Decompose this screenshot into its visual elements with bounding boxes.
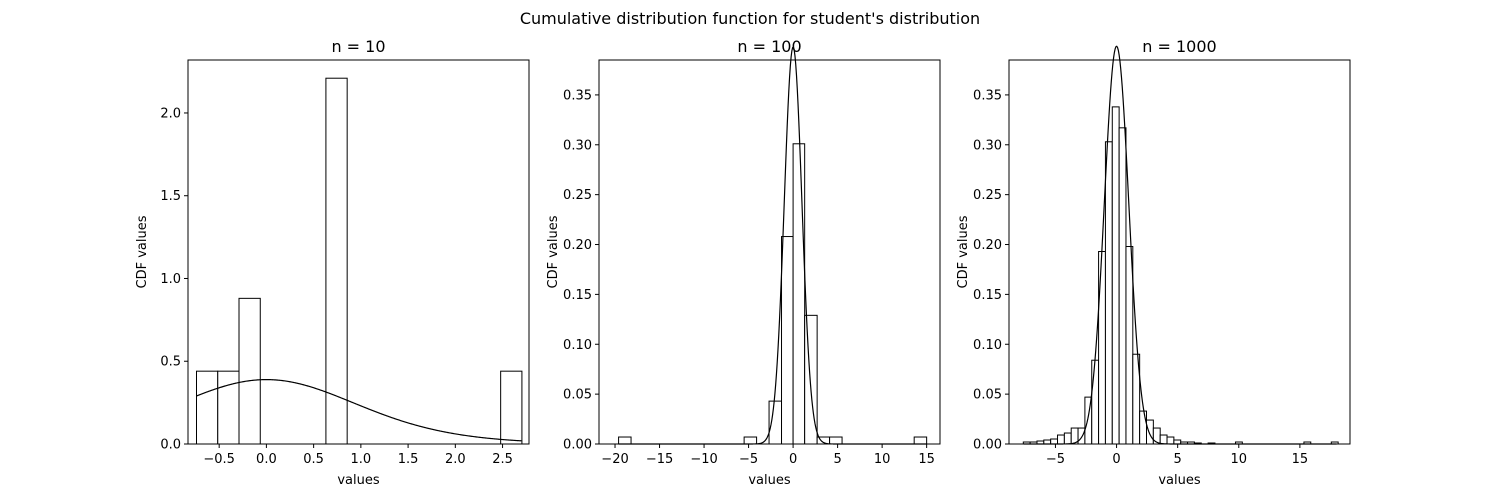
y-tick-label: 0.25 [563, 188, 592, 203]
y-tick-label: 0.35 [973, 88, 1002, 103]
x-tick-label: 5 [833, 452, 841, 467]
histogram-bar [1050, 438, 1059, 445]
subplots: n = 10 −0.5 0.0 0.5 1.0 1.5 2.0 2.5 0.0 0.5 1.0 1.5… [135, 37, 1351, 488]
histogram-bar [792, 143, 806, 445]
x-tick-label: 0.0 [256, 452, 277, 467]
histogram-bar [1111, 106, 1120, 445]
figure-title: Cumulative distribution function for stu… [520, 9, 980, 28]
histogram-bar [1166, 436, 1175, 445]
histogram-bar [500, 370, 523, 445]
y-tick-label: 0.25 [973, 188, 1002, 203]
x-tick-label: 0.5 [303, 452, 324, 467]
histogram-bar [238, 297, 261, 445]
histogram-bar [1098, 251, 1106, 445]
histogram-bar [196, 370, 219, 445]
x-tick-label: 1.0 [351, 452, 372, 467]
histogram-bar [829, 436, 843, 445]
y-tick-label: 0.30 [563, 138, 592, 153]
x-tick-label: 10 [874, 452, 891, 467]
x-tick-label: 2.5 [492, 452, 513, 467]
histogram-bar [1118, 127, 1127, 445]
density-curve [196, 379, 522, 442]
subplot-title: n = 10 [331, 37, 385, 56]
histogram-bar [913, 436, 928, 445]
histogram-bar [1057, 434, 1065, 445]
y-tick-label: 0.35 [563, 88, 592, 103]
density-curve [618, 46, 927, 445]
histogram-bar [1063, 432, 1072, 445]
y-axis-label: CDF values [135, 215, 150, 288]
subplot-title: n = 100 [737, 37, 801, 56]
x-tick-label: −5 [1046, 452, 1065, 467]
y-tick-label: 2.0 [160, 106, 181, 121]
histogram-bar [1146, 419, 1154, 445]
y-tick-label: 0.20 [973, 238, 1002, 253]
y-tick-label: 0.05 [973, 388, 1002, 403]
histogram-bar [1091, 359, 1100, 445]
subplot-2: n = 100 −20 −15 −10 −5 0 5 10 15 0.00 0.05 0.10 0.15… [546, 37, 941, 488]
x-tick-label: −0.5 [203, 452, 235, 467]
histogram-bar [217, 370, 240, 445]
histogram-bar [1104, 141, 1113, 445]
subplot-1: n = 10 −0.5 0.0 0.5 1.0 1.5 2.0 2.5 0.0 0.5 1.0 1.5… [135, 37, 530, 488]
x-tick-label: −20 [601, 452, 628, 467]
histogram-bar [1125, 246, 1134, 445]
x-tick-label: −10 [690, 452, 717, 467]
x-tick-label: 2.0 [445, 452, 466, 467]
x-tick-label: 15 [1292, 452, 1309, 467]
histogram-bar [1159, 434, 1168, 445]
histogram-bar [1077, 427, 1086, 445]
histogram-bar [1139, 410, 1147, 445]
y-tick-label: 0.0 [160, 438, 181, 453]
y-tick-label: 0.20 [563, 238, 592, 253]
y-axis-label: CDF values [546, 215, 561, 288]
x-tick-label: 0 [789, 452, 797, 467]
y-tick-label: 0.5 [160, 355, 181, 370]
y-tick-label: 0.00 [563, 438, 592, 453]
axes-frame [1008, 59, 1351, 445]
x-tick-label: 1.5 [398, 452, 419, 467]
x-tick-label: 15 [918, 452, 935, 467]
x-axis-label: values [748, 473, 791, 488]
histogram-bar [743, 436, 758, 445]
y-tick-label: 0.00 [973, 438, 1002, 453]
x-tick-label: −15 [646, 452, 673, 467]
y-tick-label: 0.15 [563, 288, 592, 303]
y-tick-label: 1.0 [160, 272, 181, 287]
x-tick-label: −5 [739, 452, 758, 467]
density-curve [1023, 45, 1337, 445]
y-tick-label: 0.05 [563, 388, 592, 403]
x-tick-label: 5 [1174, 452, 1182, 467]
y-tick-label: 1.5 [160, 189, 181, 204]
histogram-bar [618, 436, 632, 445]
x-tick-label: 10 [1231, 452, 1248, 467]
histogram-bar [781, 236, 794, 445]
subplot-3: n = 1000 −5 0 5 10 15 0.00 0.05 0.10 0.15 0.20 0.25… [956, 37, 1351, 488]
x-axis-label: values [337, 473, 380, 488]
y-tick-label: 0.30 [973, 138, 1002, 153]
y-tick-label: 0.10 [973, 338, 1002, 353]
x-tick-label: 0 [1112, 452, 1120, 467]
x-axis-label: values [1158, 473, 1201, 488]
y-axis-label: CDF values [956, 215, 971, 288]
y-tick-label: 0.10 [563, 338, 592, 353]
subplot-title: n = 1000 [1142, 37, 1216, 56]
y-tick-label: 0.15 [973, 288, 1002, 303]
axes-frame [598, 59, 941, 445]
histogram-bar [325, 77, 348, 445]
axes-frame [187, 59, 530, 445]
